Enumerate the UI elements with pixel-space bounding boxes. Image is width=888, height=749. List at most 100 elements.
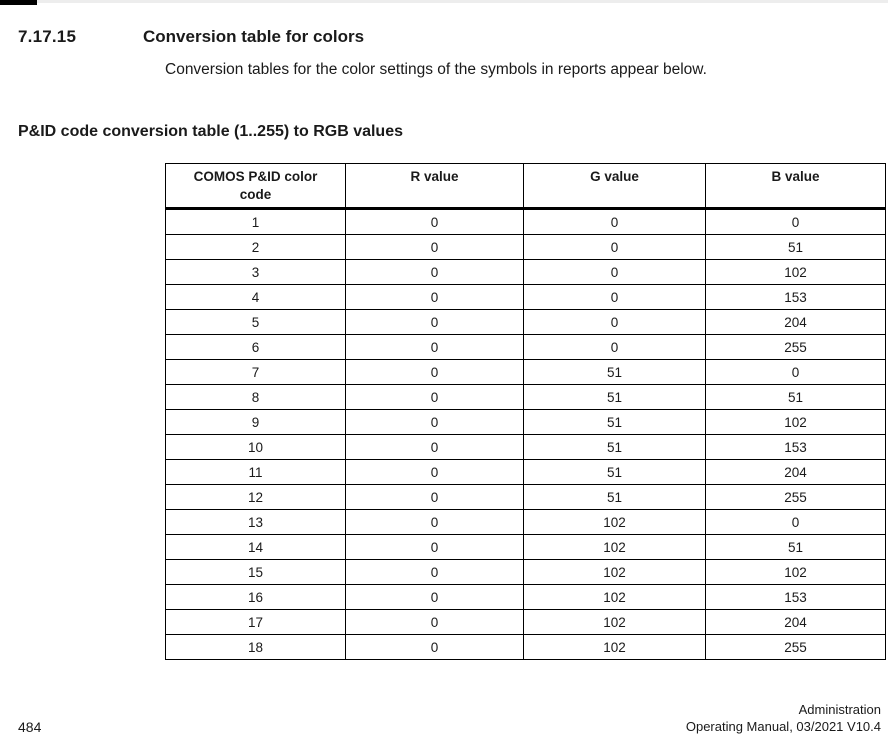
- table-row: 13 0 102 0: [165, 509, 886, 535]
- page-top-edge-line: [0, 0, 888, 3]
- table-row: 9 0 51 102: [165, 409, 886, 435]
- table-cell-r: 0: [345, 459, 524, 485]
- table-cell-b: 51: [705, 234, 886, 260]
- table-cell-r: 0: [345, 208, 524, 235]
- top-left-corner-mark: [0, 0, 37, 5]
- table-cell-g: 0: [523, 309, 706, 335]
- section-number: 7.17.15: [18, 27, 77, 46]
- table-row: 17 0 102 204: [165, 609, 886, 635]
- footer-right-block: Administration Operating Manual, 03/2021…: [686, 701, 881, 735]
- table-cell-b: 51: [705, 384, 886, 410]
- table-row: 8 0 51 51: [165, 384, 886, 410]
- column-header-b-value: B value: [705, 163, 886, 210]
- table-cell-code: 11: [165, 459, 346, 485]
- section-title: Conversion table for colors: [143, 27, 365, 46]
- table-heading: P&ID code conversion table (1..255) to R…: [18, 123, 403, 140]
- table-cell-g: 51: [523, 484, 706, 510]
- table-cell-code: 13: [165, 509, 346, 535]
- table-cell-b: 255: [705, 334, 886, 360]
- table-row: 10 0 51 153: [165, 434, 886, 460]
- table-cell-r: 0: [345, 609, 524, 635]
- table-cell-code: 14: [165, 534, 346, 560]
- table-cell-g: 51: [523, 459, 706, 485]
- table-cell-b: 0: [705, 509, 886, 535]
- table-cell-g: 51: [523, 384, 706, 410]
- table-cell-r: 0: [345, 259, 524, 285]
- table-cell-r: 0: [345, 234, 524, 260]
- table-cell-r: 0: [345, 334, 524, 360]
- table-cell-code: 2: [165, 234, 346, 260]
- table-cell-code: 16: [165, 584, 346, 610]
- table-row: 5 0 0 204: [165, 309, 886, 335]
- table-row: 7 0 51 0: [165, 359, 886, 385]
- table-row: 12 0 51 255: [165, 484, 886, 510]
- table-row: 11 0 51 204: [165, 459, 886, 485]
- color-conversion-table: COMOS P&ID color code R value G value B …: [165, 163, 886, 660]
- table-cell-b: 204: [705, 459, 886, 485]
- table-row: 3 0 0 102: [165, 259, 886, 285]
- table-cell-code: 17: [165, 609, 346, 635]
- table-cell-g: 102: [523, 634, 706, 660]
- table-row: 18 0 102 255: [165, 634, 886, 660]
- table-cell-g: 102: [523, 509, 706, 535]
- table-cell-g: 0: [523, 234, 706, 260]
- table-cell-code: 8: [165, 384, 346, 410]
- table-cell-g: 102: [523, 584, 706, 610]
- column-header-g-value: G value: [523, 163, 706, 210]
- table-cell-code: 18: [165, 634, 346, 660]
- footer-doc-info: Operating Manual, 03/2021 V10.4: [685, 719, 881, 734]
- table-cell-g: 102: [523, 534, 706, 560]
- table-row: 14 0 102 51: [165, 534, 886, 560]
- table-row: 16 0 102 153: [165, 584, 886, 610]
- table-cell-code: 10: [165, 434, 346, 460]
- table-cell-r: 0: [345, 534, 524, 560]
- table-cell-g: 51: [523, 359, 706, 385]
- table-cell-r: 0: [345, 434, 524, 460]
- table-header-row: COMOS P&ID color code R value G value B …: [165, 163, 886, 210]
- table-cell-r: 0: [345, 309, 524, 335]
- table-cell-code: 12: [165, 484, 346, 510]
- table-cell-g: 0: [523, 259, 706, 285]
- table-cell-g: 0: [523, 284, 706, 310]
- table-cell-r: 0: [345, 359, 524, 385]
- column-header-r-value: R value: [345, 163, 524, 210]
- column-header-code: COMOS P&ID color code: [165, 163, 346, 210]
- table-cell-code: 5: [165, 309, 346, 335]
- table-cell-r: 0: [345, 284, 524, 310]
- table-cell-b: 51: [705, 534, 886, 560]
- footer-doc-title: Administration: [798, 702, 881, 717]
- table-cell-b: 255: [705, 484, 886, 510]
- table-cell-r: 0: [345, 484, 524, 510]
- table-cell-b: 204: [705, 309, 886, 335]
- table-cell-b: 0: [705, 359, 886, 385]
- table-cell-r: 0: [345, 634, 524, 660]
- table-cell-r: 0: [345, 559, 524, 585]
- table-cell-g: 0: [523, 208, 706, 235]
- table-cell-r: 0: [345, 584, 524, 610]
- table-cell-b: 102: [705, 259, 886, 285]
- table-cell-b: 102: [705, 559, 886, 585]
- table-cell-r: 0: [345, 509, 524, 535]
- page-number: 484: [18, 719, 42, 735]
- table-cell-b: 153: [705, 434, 886, 460]
- table-cell-g: 51: [523, 409, 706, 435]
- table-row: 4 0 0 153: [165, 284, 886, 310]
- table-cell-b: 204: [705, 609, 886, 635]
- table-cell-g: 0: [523, 334, 706, 360]
- table-cell-g: 51: [523, 434, 706, 460]
- table-cell-b: 153: [705, 584, 886, 610]
- table-cell-g: 102: [523, 559, 706, 585]
- table-cell-b: 0: [705, 208, 886, 235]
- table-row: 15 0 102 102: [165, 559, 886, 585]
- table-cell-g: 102: [523, 609, 706, 635]
- intro-paragraph: Conversion tables for the color settings…: [165, 61, 707, 78]
- table-cell-code: 15: [165, 559, 346, 585]
- table-row: 2 0 0 51: [165, 234, 886, 260]
- table-cell-code: 6: [165, 334, 346, 360]
- table-cell-b: 153: [705, 284, 886, 310]
- table-cell-b: 255: [705, 634, 886, 660]
- color-table-body: 1 0 0 0 2 0 0 51 3 0 0 102 4 0 0 153 5 0 0 204 6 0 0 255 7 0 51 0 8 0…: [165, 208, 886, 660]
- table-cell-code: 1: [165, 208, 346, 235]
